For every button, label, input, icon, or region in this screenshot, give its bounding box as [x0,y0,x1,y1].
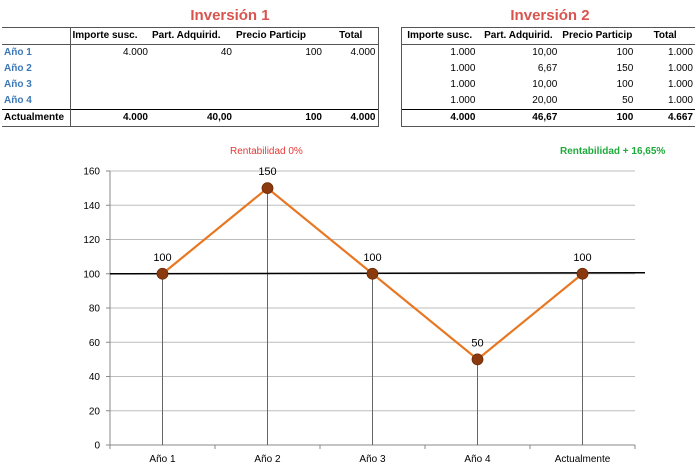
footer-precio: 100 [234,109,324,127]
investment1-table: Importe susc. Part. Adquirid. Precio Par… [2,27,379,127]
footer-part: 40,00 [150,109,234,127]
cell-total [324,77,379,93]
cell-total: 1.000 [667,79,693,90]
cell-importe: 1.000 [401,93,478,110]
footer-total: 4.000 [324,109,379,127]
cell-importe: 4.000 [69,44,150,61]
row-label: Año 4 [4,95,32,106]
header-total: Total [324,27,379,45]
cell-total [324,93,379,110]
header-total: Total [635,27,695,45]
table-row: 1.000 10,00 100 1.000 [401,77,695,93]
x-tick-label: Año 4 [464,454,491,465]
cell-part: 10,00 [532,79,558,90]
data-label: 100 [573,252,591,264]
y-tick-label: 0 [94,441,100,452]
y-tick-label: 100 [83,269,100,280]
table-row: Año 1 4.000 40 100 4.000 [2,44,379,61]
table-row: Año 3 [2,77,379,93]
cell-importe: 1.000 [401,61,478,77]
cell-importe [69,77,150,93]
x-tick-label: Año 1 [149,454,176,465]
table-header-row: Importe susc. Part. Adquirid. Precio Par… [401,27,695,45]
x-tick-label: Año 3 [359,454,386,465]
y-tick-label: 20 [89,406,101,417]
header-part: Part. Adquirid. [477,27,560,45]
header-importe: Importe susc. [69,27,150,45]
investment2-table: Importe susc. Part. Adquirid. Precio Par… [401,27,695,127]
data-point [156,267,169,280]
data-point [366,267,379,280]
table-row: Año 2 [2,61,379,77]
cell-total: 1.000 [667,47,693,58]
header-precio: Precio Particip [234,27,324,45]
table-footer-row: 4.000 46,67 100 4.667 [401,109,695,127]
header-part: Part. Adquirid. [150,27,234,45]
footer-label: Actualmente [2,109,70,127]
data-point [261,182,274,195]
investment1-title: Inversión 1 [190,7,270,24]
data-point [576,267,589,280]
footer-importe: 4.000 [69,109,150,127]
y-tick-label: 160 [83,167,100,178]
table-row: 1.000 6,67 150 1.000 [401,61,695,77]
cell-part: 20,00 [532,95,558,106]
x-tick-label: Actualmente [555,454,611,465]
cell-part: 6,67 [537,63,558,74]
header-precio: Precio Particip [559,27,636,45]
cell-precio: 100 [616,47,634,58]
cell-part: 10,00 [532,47,558,58]
cell-precio: 150 [616,63,634,74]
cell-precio: 50 [622,95,634,106]
footer-precio: 100 [559,109,636,127]
y-tick-label: 60 [89,338,101,349]
table-footer-row: Actualmente 4.000 40,00 100 4.000 [2,109,379,127]
header-blank [2,27,70,45]
header-importe: Importe susc. [401,27,478,45]
footer-total: 4.667 [635,109,695,127]
row-label: Año 1 [4,47,32,58]
data-label: 100 [153,252,171,264]
data-label: 150 [258,166,276,178]
footer-part: 46,67 [477,109,560,127]
cell-importe [69,93,150,110]
y-tick-label: 40 [89,372,101,383]
row-label: Año 2 [4,63,32,74]
row-label: Año 3 [4,79,32,90]
y-tick-label: 120 [83,235,100,246]
data-label: 50 [471,337,483,349]
footer-importe: 4.000 [401,109,478,127]
cell-total: 4.000 [324,44,379,61]
investment2-title: Inversión 2 [510,7,590,24]
cell-part: 40 [220,47,232,58]
x-tick-label: Año 2 [254,454,281,465]
data-point [471,353,484,366]
data-label: 100 [363,252,381,264]
cell-precio: 100 [616,79,634,90]
table-row: 1.000 20,00 50 1.000 [401,93,695,110]
cell-total [324,61,379,77]
table-row: 1.000 10,00 100 1.000 [401,44,695,61]
table-header-row: Importe susc. Part. Adquirid. Precio Par… [2,27,379,45]
rentabilidad-2-label: Rentabilidad + 16,65% [560,146,666,157]
cell-importe: 1.000 [401,77,478,93]
table-row: Año 4 [2,93,379,110]
y-tick-label: 80 [89,304,101,315]
cell-importe [69,61,150,77]
y-tick-label: 140 [83,201,100,212]
cell-importe: 1.000 [401,44,478,61]
rentabilidad-1-label: Rentabilidad 0% [230,146,303,157]
cell-total: 1.000 [667,95,693,106]
cell-total: 1.000 [667,63,693,74]
cell-precio: 100 [305,47,322,58]
